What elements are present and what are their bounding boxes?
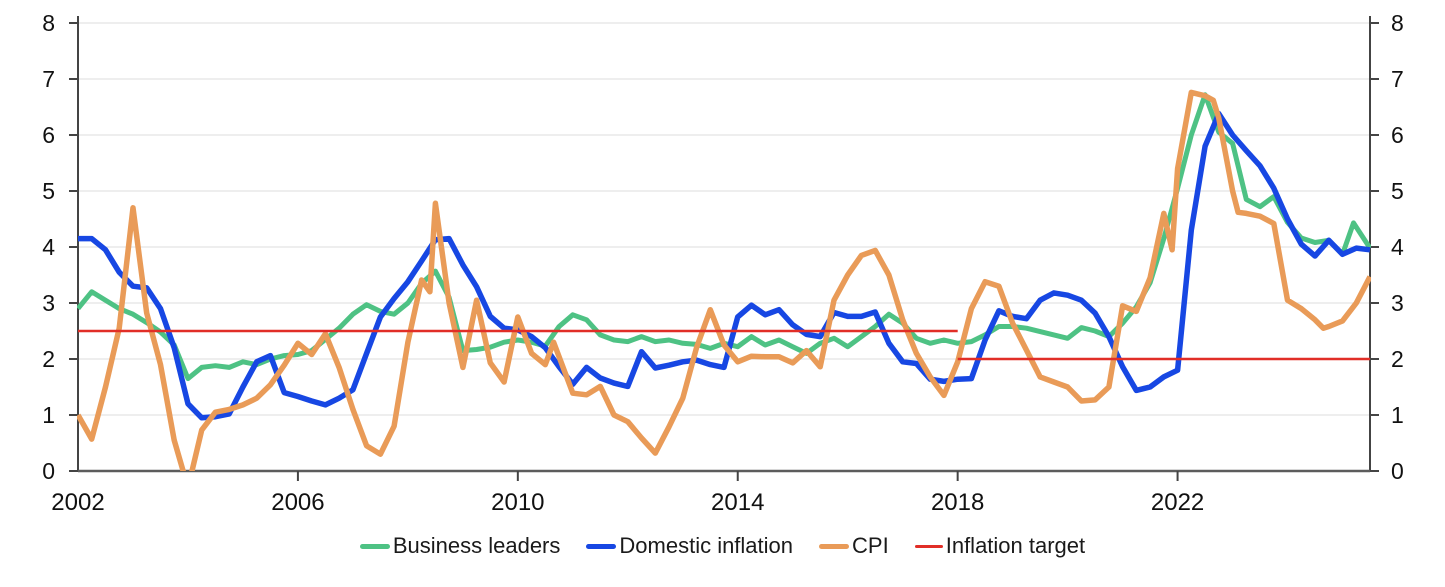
legend: Business leaders Domestic inflation CPI Inf… (0, 533, 1445, 559)
x-axis-label: 2010 (491, 489, 544, 516)
y-axis-labels-right: 0 1 2 3 4 5 6 7 8 (1391, 10, 1404, 484)
axes (69, 16, 1379, 481)
gridlines (78, 22, 1370, 416)
legend-label: Business leaders (392, 533, 561, 558)
legend-swatch-icon (586, 543, 617, 549)
legend-label: Domestic inflation (619, 533, 794, 558)
legend-swatch-icon (914, 544, 943, 548)
legend-item-business-leaders: Business leaders (359, 533, 561, 559)
legend-item-cpi: CPI (819, 533, 889, 559)
y-axis-label-left: 4 (42, 234, 55, 260)
y-axis-label-right: 8 (1391, 10, 1404, 36)
y-axis-label-left: 1 (42, 402, 55, 428)
y-axis-label-left: 3 (42, 290, 55, 316)
y-axis-labels-left: 0 1 2 3 4 5 6 7 8 (42, 10, 55, 484)
y-axis-label-right: 1 (1391, 402, 1404, 428)
series-line-domestic-inflation (78, 110, 1371, 421)
y-axis-label-right: 0 (1391, 458, 1404, 484)
y-axis-label-right: 6 (1391, 122, 1404, 148)
y-axis-label-left: 8 (42, 10, 55, 36)
legend-item-inflation-target: Inflation target (914, 533, 1086, 559)
y-axis-label-right: 4 (1391, 234, 1404, 260)
y-axis-label-right: 3 (1391, 290, 1404, 316)
series-line-business-leaders (77, 92, 1371, 382)
y-axis-label-left: 2 (42, 346, 55, 372)
x-axis-label: 2014 (711, 489, 764, 516)
series-line-cpi (77, 89, 1371, 471)
y-axis-label-left: 7 (42, 66, 55, 92)
x-axis-label: 2022 (1151, 489, 1204, 516)
legend-label: CPI (852, 533, 889, 558)
x-axis-label: 2006 (271, 489, 324, 516)
y-axis-label-left: 5 (42, 178, 55, 204)
series-lines (77, 89, 1371, 471)
legend-swatch-icon (819, 543, 850, 549)
y-axis-label-right: 2 (1391, 346, 1404, 372)
legend-item-domestic-inflation: Domestic inflation (586, 533, 793, 559)
legend-swatch-icon (359, 543, 390, 549)
x-axis-labels: 2002 2006 2010 2014 2018 2022 (51, 489, 1204, 516)
y-axis-label-left: 0 (42, 458, 55, 484)
y-axis-label-left: 6 (42, 122, 55, 148)
y-axis-label-right: 7 (1391, 66, 1404, 92)
y-axis-label-right: 5 (1391, 178, 1404, 204)
legend-label: Inflation target (945, 533, 1086, 558)
x-axis-label: 2002 (51, 489, 104, 516)
x-axis-label: 2018 (931, 489, 984, 516)
